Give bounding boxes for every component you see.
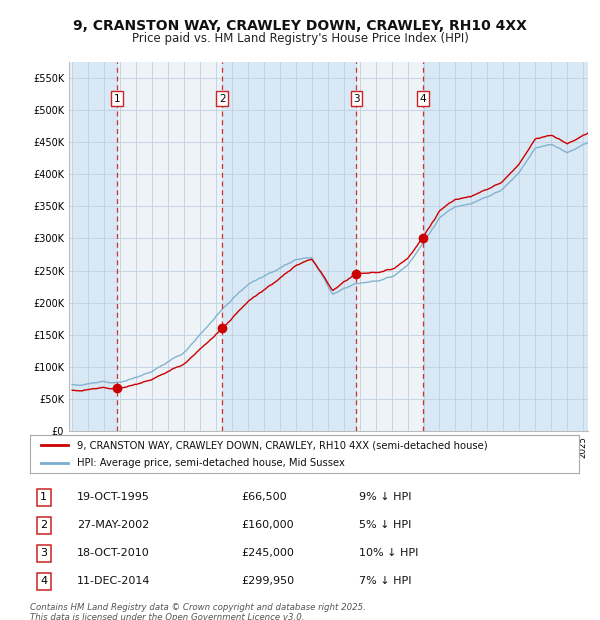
Text: 1: 1 <box>113 94 120 104</box>
Text: 3: 3 <box>40 548 47 559</box>
Text: 1: 1 <box>40 492 47 502</box>
Text: 9, CRANSTON WAY, CRAWLEY DOWN, CRAWLEY, RH10 4XX: 9, CRANSTON WAY, CRAWLEY DOWN, CRAWLEY, … <box>73 19 527 33</box>
Bar <box>72 62 117 431</box>
Bar <box>423 62 599 431</box>
Text: 27-MAY-2002: 27-MAY-2002 <box>77 520 149 530</box>
Text: 4: 4 <box>40 576 47 587</box>
Text: 9% ↓ HPI: 9% ↓ HPI <box>359 492 412 502</box>
Text: 4: 4 <box>419 94 426 104</box>
Text: £160,000: £160,000 <box>241 520 294 530</box>
Bar <box>223 62 356 431</box>
Text: 9, CRANSTON WAY, CRAWLEY DOWN, CRAWLEY, RH10 4XX (semi-detached house): 9, CRANSTON WAY, CRAWLEY DOWN, CRAWLEY, … <box>77 440 487 450</box>
Text: 7% ↓ HPI: 7% ↓ HPI <box>359 576 412 587</box>
Text: Price paid vs. HM Land Registry's House Price Index (HPI): Price paid vs. HM Land Registry's House … <box>131 32 469 45</box>
Text: Contains HM Land Registry data © Crown copyright and database right 2025.: Contains HM Land Registry data © Crown c… <box>30 603 366 612</box>
Text: 2: 2 <box>219 94 226 104</box>
Text: HPI: Average price, semi-detached house, Mid Sussex: HPI: Average price, semi-detached house,… <box>77 458 344 469</box>
Text: £66,500: £66,500 <box>241 492 287 502</box>
Text: 5% ↓ HPI: 5% ↓ HPI <box>359 520 412 530</box>
Text: 3: 3 <box>353 94 360 104</box>
Text: £299,950: £299,950 <box>241 576 295 587</box>
Text: 19-OCT-1995: 19-OCT-1995 <box>77 492 149 502</box>
Text: 18-OCT-2010: 18-OCT-2010 <box>77 548 149 559</box>
Text: 11-DEC-2014: 11-DEC-2014 <box>77 576 150 587</box>
Text: 10% ↓ HPI: 10% ↓ HPI <box>359 548 419 559</box>
Text: 2: 2 <box>40 520 47 530</box>
Text: £245,000: £245,000 <box>241 548 294 559</box>
Text: This data is licensed under the Open Government Licence v3.0.: This data is licensed under the Open Gov… <box>30 613 305 620</box>
